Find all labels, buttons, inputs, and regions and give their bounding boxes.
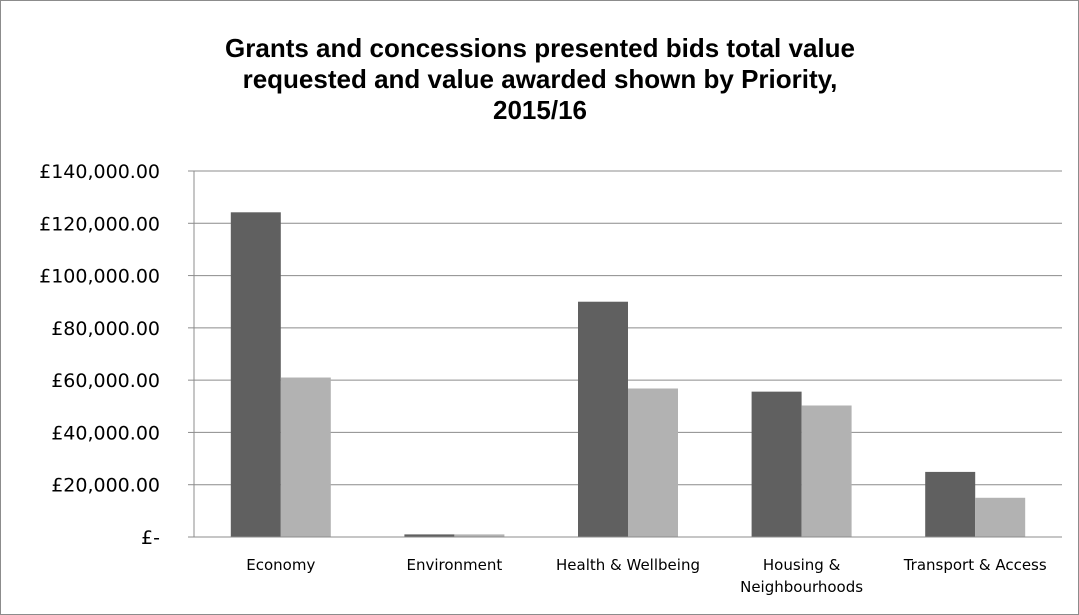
y-tick-label: £60,000.00 xyxy=(51,370,160,392)
bar xyxy=(628,388,678,537)
y-tick-label: £40,000.00 xyxy=(51,422,160,444)
x-tick-label: Health & Wellbeing xyxy=(556,556,700,574)
bar xyxy=(751,391,802,537)
x-tick-label: Transport & Access xyxy=(903,556,1047,574)
x-tick-label: Economy xyxy=(246,556,315,574)
y-tick-label: £140,000.00 xyxy=(39,161,160,183)
bar xyxy=(230,212,281,537)
bar xyxy=(925,471,976,537)
y-tick-label: £120,000.00 xyxy=(39,213,160,235)
y-tick-label: £80,000.00 xyxy=(51,318,160,340)
bar xyxy=(454,534,505,537)
y-tick-label: £20,000.00 xyxy=(51,475,160,497)
x-tick-label: Environment xyxy=(407,556,503,574)
bar xyxy=(975,497,1026,537)
x-tick-label: Neighbourhoods xyxy=(740,578,863,596)
bar xyxy=(801,405,852,537)
bar xyxy=(404,534,455,537)
y-tick-label: £100,000.00 xyxy=(39,266,160,288)
chart-title: Grants and concessions presented bids to… xyxy=(225,33,855,125)
y-tick-label: £- xyxy=(141,527,160,549)
bar xyxy=(578,301,628,537)
x-tick-label: Housing & xyxy=(763,556,841,574)
bar xyxy=(280,377,331,537)
